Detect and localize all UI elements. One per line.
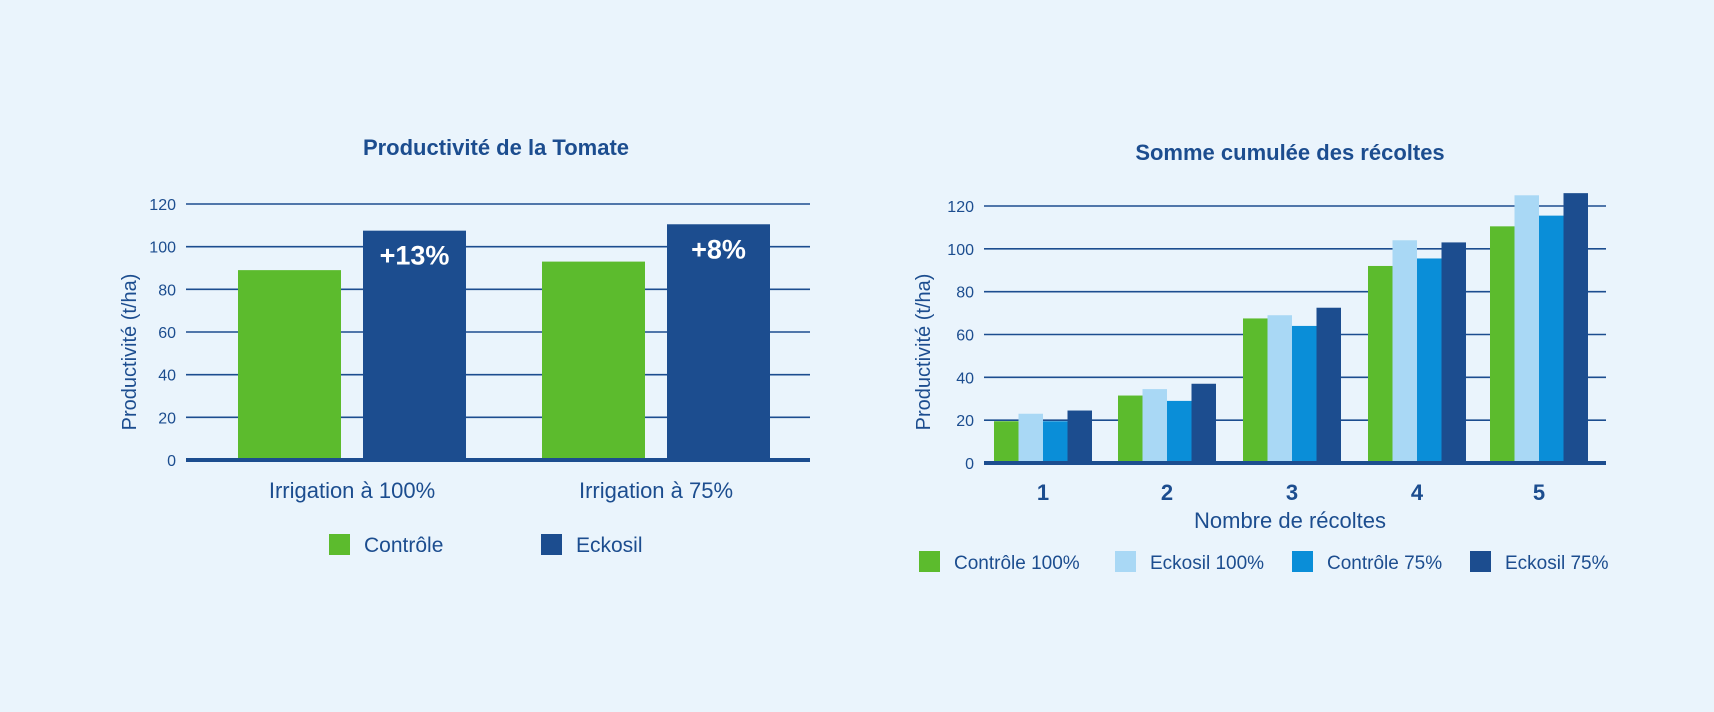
c2-bar-1-3 [1243, 318, 1268, 463]
c1-legend-swatch [329, 534, 350, 555]
c2-bar-2-3 [1267, 315, 1292, 463]
chart1-y-ticks: 0 20 40 60 80 100 120 [149, 197, 176, 470]
c2-category-label: 1 [1037, 480, 1049, 505]
c1-y-tick-label: 0 [167, 453, 176, 470]
c2-bar-2-1 [1018, 413, 1043, 463]
c1-y-tick-label: 20 [158, 410, 176, 427]
c2-y-tick-label: 80 [956, 285, 974, 302]
chart2-category-labels: 1 2 3 4 5 [1037, 480, 1545, 505]
c2-bar-1-5 [1490, 226, 1515, 463]
c1-y-tick-label: 40 [158, 368, 176, 385]
chart1-legend: Contrôle Eckosil [329, 534, 643, 557]
c2-category-label: 2 [1161, 480, 1173, 505]
c2-bar-4-2 [1191, 383, 1216, 463]
c2-bar-1-2 [1118, 395, 1143, 463]
c1-y-tick-label: 100 [149, 240, 176, 257]
chart1-category-labels: Irrigation à 100% Irrigation à 75% [269, 478, 733, 503]
c2-bar-3-5 [1539, 215, 1564, 463]
c1-legend-label: Eckosil [576, 534, 643, 557]
c2-category-label: 4 [1411, 480, 1424, 505]
chart1-y-axis-label: Productivité (t/ha) [119, 274, 141, 431]
c2-category-label: 5 [1533, 480, 1545, 505]
c2-bar-3-2 [1167, 400, 1192, 463]
c2-y-tick-label: 60 [956, 328, 974, 345]
c1-y-tick-label: 60 [158, 325, 176, 342]
c2-category-label: 3 [1286, 480, 1298, 505]
chart2-title: Somme cumulée des récoltes [1135, 140, 1444, 165]
c2-bar-2-4 [1392, 240, 1417, 463]
c2-y-tick-label: 100 [947, 242, 974, 259]
c2-legend-label: Contrôle 100% [954, 553, 1080, 574]
c2-bar-4-4 [1441, 242, 1466, 463]
c2-y-tick-label: 0 [965, 456, 974, 473]
c2-bar-3-4 [1417, 258, 1442, 463]
c2-bar-4-1 [1067, 410, 1092, 463]
c2-bar-4-5 [1563, 193, 1588, 463]
c2-bar-1-4 [1368, 265, 1393, 463]
c2-legend-label: Contrôle 75% [1327, 553, 1442, 574]
c2-bar-2-2 [1142, 389, 1167, 463]
c1-y-tick-label: 80 [158, 282, 176, 299]
c2-bar-2-5 [1514, 195, 1539, 463]
chart-cumulative-harvests: Somme cumulée des récoltes Productivité … [913, 140, 1609, 574]
c2-y-tick-label: 20 [956, 413, 974, 430]
chart2-x-axis-label: Nombre de récoltes [1194, 508, 1386, 533]
c1-category-label: Irrigation à 75% [579, 478, 733, 503]
c2-legend-swatch [1115, 551, 1136, 572]
c2-bar-1-1 [994, 421, 1019, 463]
c2-legend-label: Eckosil 100% [1150, 553, 1264, 574]
c1-bar-label: +8% [691, 234, 746, 264]
c1-bar-1-2 [542, 261, 645, 460]
chart1-title: Productivité de la Tomate [363, 135, 629, 160]
c2-bar-4-3 [1316, 307, 1341, 463]
c2-legend-label: Eckosil 75% [1505, 553, 1609, 574]
c1-category-label: Irrigation à 100% [269, 478, 435, 503]
c2-y-tick-label: 120 [947, 199, 974, 216]
c1-bar-2-2 [667, 224, 770, 460]
c2-bar-3-3 [1292, 325, 1317, 463]
chart2-legend: Contrôle 100% Eckosil 100% Contrôle 75% Eck… [919, 551, 1609, 574]
c2-legend-swatch [1470, 551, 1491, 572]
chart2-y-axis-label: Productivité (t/ha) [913, 274, 935, 431]
c1-legend-swatch [541, 534, 562, 555]
c2-y-tick-label: 40 [956, 370, 974, 387]
chart-tomato-productivity: Productivité de la Tomate Productivité (… [119, 135, 810, 557]
chart1-bars: +13% +8% [186, 224, 810, 462]
c2-bar-3-1 [1043, 421, 1068, 463]
c1-bar-1-1 [238, 270, 341, 460]
c1-bar-label: +13% [380, 241, 450, 271]
c1-bar-2-1 [363, 230, 466, 460]
c1-legend-label: Contrôle [364, 534, 443, 557]
chart2-y-ticks: 0 20 40 60 80 100 120 [947, 199, 974, 473]
c1-y-tick-label: 120 [149, 197, 176, 214]
c2-legend-swatch [919, 551, 940, 572]
c2-legend-swatch [1292, 551, 1313, 572]
chart2-bars [984, 193, 1606, 465]
